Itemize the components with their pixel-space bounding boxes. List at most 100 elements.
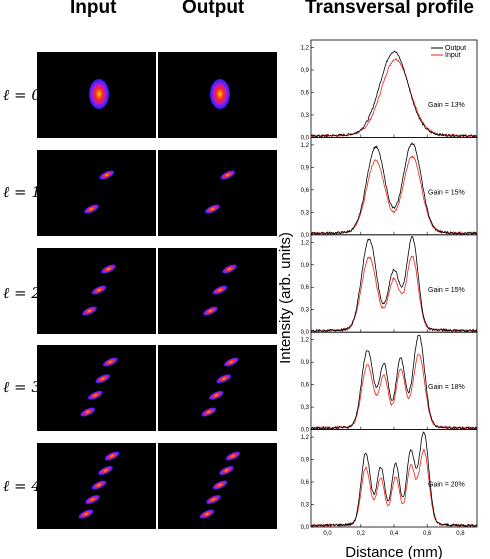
beam-lobe xyxy=(212,480,228,490)
output-beam-image-3 xyxy=(158,345,277,431)
ell-label-3: ℓ = 3 xyxy=(3,378,41,396)
x-tick-label: 0,4 xyxy=(390,531,399,537)
ell-label-0: ℓ = 0 xyxy=(3,86,41,104)
y-tick-label: 0,6 xyxy=(301,285,310,291)
beam-lobe xyxy=(78,509,94,519)
x-tick-label: 0,8 xyxy=(456,531,465,537)
x-axis-title: Distance (mm) xyxy=(345,544,443,559)
beam-lobe xyxy=(95,374,111,384)
beam-lobe xyxy=(212,285,228,295)
input-beam-image-4 xyxy=(37,443,156,529)
panel-frame xyxy=(310,137,478,236)
y-tick-label: 0,0 xyxy=(301,330,310,336)
y-tick-label: 0,3 xyxy=(301,210,310,216)
y-tick-label: 0,6 xyxy=(301,188,310,194)
panel-frame xyxy=(310,234,478,333)
gain-label: Gain = 15% xyxy=(428,287,465,294)
input-series-line xyxy=(310,255,478,333)
input-beam-image-2 xyxy=(37,248,156,334)
input-series-line xyxy=(310,57,478,139)
beam-lobe xyxy=(87,390,103,400)
y-tick-label: 0,0 xyxy=(301,428,310,434)
y-tick-label: 0,0 xyxy=(301,525,310,531)
y-tick-label: 1,2 xyxy=(301,143,310,149)
beam-lobe xyxy=(222,264,237,274)
beam-lobe xyxy=(85,495,100,504)
beam-lobe xyxy=(98,466,113,475)
output-beam-image-1 xyxy=(158,150,277,236)
beam-lobe xyxy=(89,79,109,109)
y-tick-label: 0,6 xyxy=(301,480,310,486)
output-beam-image-4 xyxy=(158,443,277,529)
beam-lobe xyxy=(102,357,118,367)
legend-input-label: Input xyxy=(445,52,461,59)
legend-output-label: Output xyxy=(445,45,466,52)
beam-lobe xyxy=(91,285,107,295)
gain-label: Gain = 18% xyxy=(428,384,465,391)
y-tick-label: 0,0 xyxy=(301,135,310,141)
beam-lobe xyxy=(203,306,218,316)
beam-lobe xyxy=(219,466,234,475)
beam-lobe xyxy=(201,407,217,417)
output-series-line xyxy=(310,50,478,138)
beam-lobe xyxy=(101,264,116,274)
output-beam-image-2 xyxy=(158,248,277,334)
y-tick-label: 0,3 xyxy=(301,308,310,314)
x-tick-label: 0,0 xyxy=(323,531,332,537)
y-tick-label: 0,6 xyxy=(301,383,310,389)
beam-lobe xyxy=(91,480,107,490)
beam-lobe xyxy=(206,495,221,504)
beam-lobe xyxy=(205,204,220,214)
output-column-header: Output xyxy=(182,0,245,18)
beam-lobe xyxy=(225,451,241,461)
gain-label: Gain = 13% xyxy=(428,102,465,109)
beam-lobe xyxy=(210,79,230,109)
y-tick-label: 1,2 xyxy=(301,45,310,51)
x-tick-label: 0,6 xyxy=(423,531,432,537)
output-series-line xyxy=(310,235,478,333)
beam-lobe xyxy=(80,407,96,417)
y-tick-label: 0,9 xyxy=(301,165,310,171)
beam-lobe xyxy=(104,451,120,461)
input-beam-image-3 xyxy=(37,345,156,431)
output-series-line xyxy=(310,431,478,528)
output-series-line xyxy=(310,142,478,236)
input-series-line xyxy=(310,353,478,431)
panel-frame xyxy=(310,429,478,528)
y-tick-label: 0,3 xyxy=(301,405,310,411)
ell-label-4: ℓ = 4 xyxy=(3,477,41,495)
beam-lobe xyxy=(82,306,97,316)
beam-lobe xyxy=(199,509,215,519)
output-beam-image-0 xyxy=(158,52,277,138)
beam-lobe xyxy=(223,357,239,367)
beam-lobe xyxy=(220,170,236,180)
y-tick-label: 1,2 xyxy=(301,338,310,344)
y-tick-label: 0,9 xyxy=(301,360,310,366)
y-tick-label: 0,3 xyxy=(301,503,310,509)
gain-label: Gain = 20% xyxy=(428,482,465,489)
transversal-profile-chart: 0,0 0,3 0,6 0,9 1,2 Gain = 13% 0,0 0,3 0,6 0,9 1,2… xyxy=(277,39,478,559)
input-beam-image-1 xyxy=(37,150,156,236)
output-series-line xyxy=(310,334,478,431)
y-tick-label: 0,9 xyxy=(301,263,310,269)
y-tick-label: 0,6 xyxy=(301,90,310,96)
x-tick-label: 0,2 xyxy=(357,531,366,537)
beam-lobe xyxy=(99,170,115,180)
y-tick-label: 0,0 xyxy=(301,233,310,239)
y-tick-label: 1,2 xyxy=(301,435,310,441)
panel-frame xyxy=(310,331,478,431)
y-tick-label: 0,3 xyxy=(301,113,310,119)
y-tick-label: 0,9 xyxy=(301,458,310,464)
profile-column-header: Transversal profile xyxy=(305,0,474,18)
y-tick-label: 0,9 xyxy=(301,68,310,74)
gain-label: Gain = 15% xyxy=(428,189,465,196)
beam-lobe xyxy=(84,204,99,214)
y-axis-title: Intensity (arb. units) xyxy=(277,232,294,364)
input-beam-image-0 xyxy=(37,52,156,138)
ell-label-1: ℓ = 1 xyxy=(3,183,41,201)
beam-lobe xyxy=(208,390,224,400)
beam-lobe xyxy=(216,374,232,384)
ell-label-2: ℓ = 2 xyxy=(3,284,41,302)
input-column-header: Input xyxy=(70,0,117,18)
y-tick-label: 1,2 xyxy=(301,240,310,246)
